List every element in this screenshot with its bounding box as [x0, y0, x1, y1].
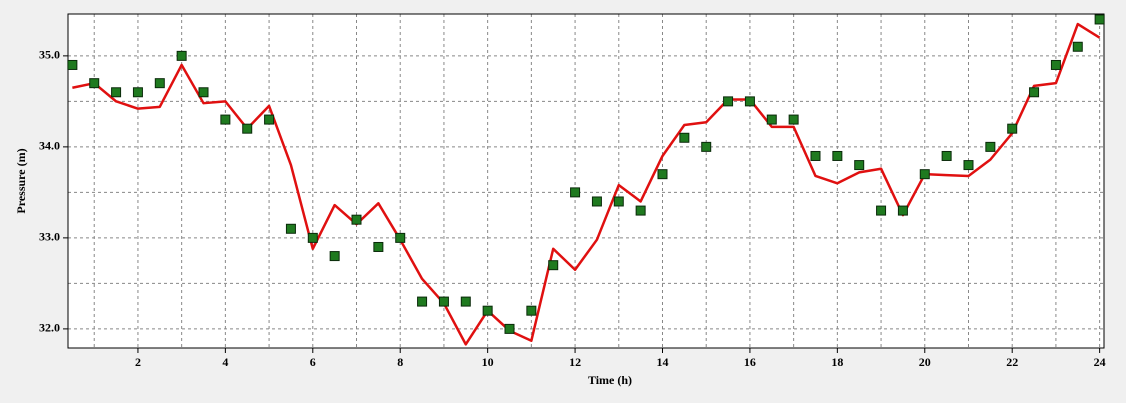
data-point: [264, 114, 275, 125]
data-point: [701, 141, 712, 152]
data-point: [897, 205, 908, 216]
data-point: [1072, 41, 1083, 52]
x-tick-label: 4: [222, 355, 228, 369]
data-point: [1050, 59, 1061, 70]
data-point: [198, 87, 209, 98]
data-point: [1029, 87, 1040, 98]
x-tick-label: 12: [569, 355, 581, 369]
data-point: [985, 141, 996, 152]
x-tick-label: 22: [1006, 355, 1018, 369]
data-point: [438, 296, 449, 307]
data-point: [417, 296, 428, 307]
data-point: [570, 187, 581, 198]
data-point: [482, 305, 493, 316]
x-tick-label: 2: [135, 355, 141, 369]
data-point: [504, 323, 515, 334]
data-point: [613, 196, 624, 207]
data-point: [220, 114, 231, 125]
data-point: [1094, 14, 1105, 25]
plot-border: [67, 13, 1105, 349]
x-tick-label: 16: [744, 355, 756, 369]
data-point: [1007, 123, 1018, 134]
x-tick-label: 20: [919, 355, 931, 369]
data-point: [679, 132, 690, 143]
x-tick-label: 24: [1094, 355, 1106, 369]
data-point: [810, 150, 821, 161]
x-tick-label: 14: [656, 355, 668, 369]
data-point: [941, 150, 952, 161]
data-point: [723, 96, 734, 107]
data-point: [788, 114, 799, 125]
data-point: [526, 305, 537, 316]
data-point: [176, 50, 187, 61]
data-point: [919, 169, 930, 180]
x-tick-label: 18: [831, 355, 843, 369]
y-tick-label: 35.0: [39, 48, 60, 62]
data-point: [744, 96, 755, 107]
x-tick-label: 10: [482, 355, 494, 369]
data-point: [89, 78, 100, 89]
data-point: [854, 160, 865, 171]
data-point: [285, 223, 296, 234]
data-point: [307, 232, 318, 243]
data-point: [373, 241, 384, 252]
data-point: [657, 169, 668, 180]
y-tick-label: 34.0: [39, 139, 60, 153]
data-point: [132, 87, 143, 98]
data-point: [635, 205, 646, 216]
data-point: [329, 251, 340, 262]
data-point: [67, 59, 78, 70]
y-tick-label: 32.0: [39, 321, 60, 335]
data-point: [876, 205, 887, 216]
x-axis-label: Time (h): [588, 373, 632, 387]
data-point: [548, 260, 559, 271]
y-axis-label: Pressure (m): [14, 148, 28, 213]
data-point: [460, 296, 471, 307]
y-tick-label: 33.0: [39, 230, 60, 244]
plot-area: [68, 14, 1104, 348]
x-tick-label: 8: [397, 355, 403, 369]
data-point: [351, 214, 362, 225]
data-point: [395, 232, 406, 243]
data-point: [766, 114, 777, 125]
data-point: [963, 160, 974, 171]
data-point: [154, 78, 165, 89]
data-point: [591, 196, 602, 207]
data-point: [111, 87, 122, 98]
data-point: [832, 150, 843, 161]
data-point: [242, 123, 253, 134]
x-tick-label: 6: [310, 355, 316, 369]
